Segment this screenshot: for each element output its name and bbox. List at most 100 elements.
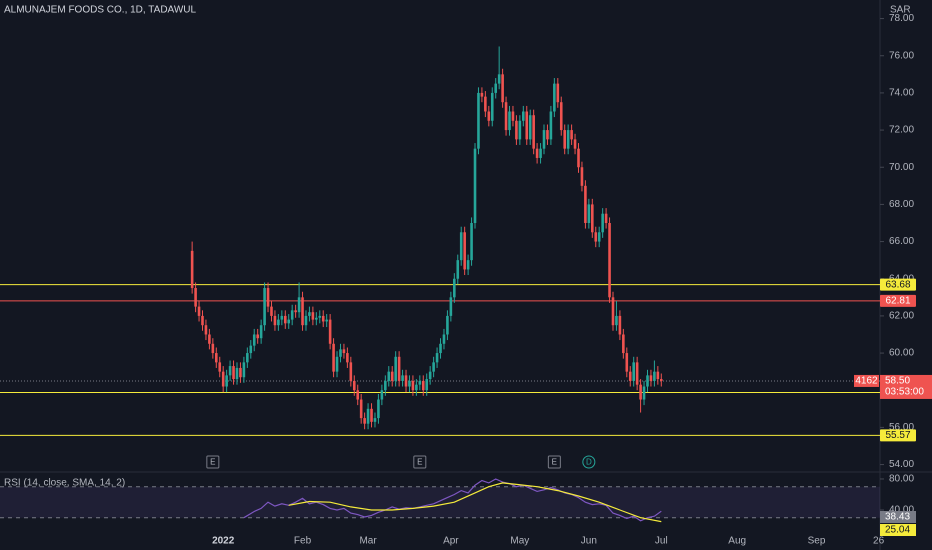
candle-body [328,319,332,344]
event-marker [413,455,427,469]
candle-body [270,306,273,316]
candle-body [325,319,328,322]
candle-body [649,375,653,381]
candle-body [304,315,308,326]
candle-body [221,371,225,387]
rsi-ma-line [288,482,662,523]
candle-body [239,367,242,378]
event-marker [582,455,596,469]
level-tag [880,294,916,307]
y-tick-label: 70.00 [889,162,914,173]
candle-body [473,148,477,223]
y-tick-label: 56.00 [889,422,914,433]
candle-body [535,148,539,158]
candle-body [294,310,297,313]
candle-body [370,408,373,422]
x-tick-label: 2022 [212,536,235,547]
candle-body [522,111,525,121]
candle-body [480,92,484,97]
candle-body [432,362,435,372]
candle-body [349,362,353,381]
candle-body [449,297,453,316]
candle-body [318,315,322,318]
candle-body [570,130,573,140]
candle-body [218,362,222,372]
candle-body [311,312,315,320]
candle-body [425,379,429,391]
candle-body [359,399,363,419]
event-label: D [586,458,592,467]
candle-body [342,349,346,354]
candle-body [549,111,553,140]
candle-body [373,418,377,422]
candle-body [559,102,563,131]
candle-body [608,222,611,298]
candle-body [594,232,598,242]
y-tick-label: 54.00 [889,459,914,470]
rsi-ma-value-label: 25.04 [885,525,910,536]
y-tick-label: 74.00 [889,88,914,99]
candle-body [659,379,663,381]
candle-body [611,297,615,326]
level-label: 55.57 [885,430,910,441]
candle-body [553,83,556,112]
candle-body [525,111,529,140]
candle-body [508,111,511,131]
candle-body [566,130,570,149]
candle-body [352,380,356,391]
rsi-y-tick-label: 80.00 [889,474,914,485]
y-tick-label: 60.00 [889,348,914,359]
candle-body [259,325,263,339]
candle-body [653,371,656,381]
last-price-tag [880,374,932,399]
candle-body [625,353,629,372]
rsi-title: RSI (14, close, SMA, 14, 2) [4,478,125,489]
candle-body [418,380,422,385]
candle-body [618,315,622,335]
event-marker [206,455,220,469]
y-tick-label: 76.00 [889,50,914,61]
candle-body [639,384,642,400]
candle-body [504,102,508,131]
candle-body [266,288,270,307]
x-tick-label: Jul [655,536,668,547]
candle-body [397,356,401,381]
rsi-value-tag [880,511,916,523]
x-tick-label: 26 [873,536,885,547]
candle-body [546,130,549,140]
x-tick-label: Aug [728,536,746,547]
candle-body [518,120,522,140]
candle-body [249,345,253,354]
candle-body [542,130,546,149]
candle-body [446,315,449,335]
candle-body [642,386,646,400]
candle-body [332,343,335,372]
candle-body [556,83,560,103]
y-tick-label: 72.00 [889,125,914,136]
candle-body [235,367,239,380]
candle-body [287,319,291,324]
candle-body [604,213,608,223]
candle-body [511,111,515,121]
chart-title: ALMUNAJEM FOODS CO., 1D, TADAWUL [4,5,196,16]
y-tick-label: 66.00 [889,236,914,247]
candle-body [211,343,215,354]
candle-body [577,148,580,168]
candle-body [539,148,542,158]
candle-body [315,317,318,320]
candle-body [515,120,518,140]
candle-body [501,74,504,103]
level-tag [880,429,916,442]
candle-body [408,380,411,387]
candle-body [297,297,301,313]
candle-body [232,366,235,380]
candle-body [204,325,208,335]
event-label: E [210,458,215,467]
candle-body [252,334,256,346]
candle-body [377,399,380,419]
candle-body [384,380,387,391]
candle-body [335,356,339,372]
level-label: 63.68 [885,279,910,290]
candle-body [587,204,591,223]
